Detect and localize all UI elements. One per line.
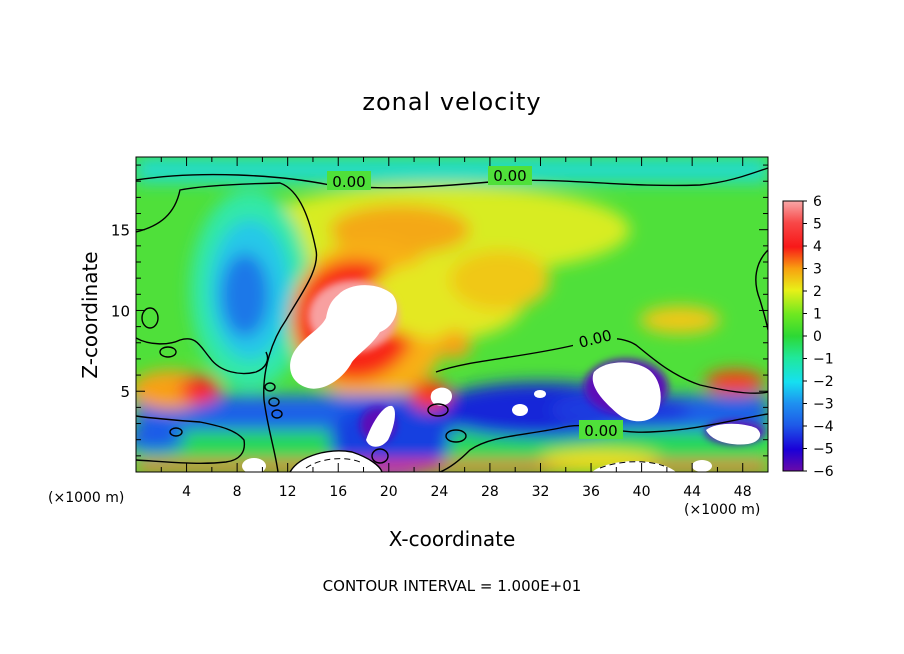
plot-frame bbox=[135, 156, 769, 473]
y-tick-label: 5 bbox=[120, 383, 130, 401]
y-tick-label: 15 bbox=[111, 222, 130, 240]
colorbar-tick-label: 4 bbox=[813, 239, 822, 255]
colorbar-tick-label: 6 bbox=[813, 194, 822, 210]
colorbar-tick-label: −2 bbox=[813, 374, 834, 390]
colorbar-tick-label: 3 bbox=[813, 262, 822, 278]
colorbar: 6 5 4 3 2 1 0 −1 −2 −3 −4 −5 −6 bbox=[782, 194, 834, 480]
x-tick-label: 48 bbox=[734, 484, 752, 500]
colorbar-tick-label: 2 bbox=[813, 284, 822, 300]
colorbar-ticks: 6 5 4 3 2 1 0 −1 −2 −3 −4 −5 −6 bbox=[803, 194, 834, 480]
colorbar-tick-label: 5 bbox=[813, 217, 822, 233]
colorbar-tick-label: 1 bbox=[813, 307, 822, 323]
colorbar-tick-label: −5 bbox=[813, 442, 834, 458]
heatmap-field bbox=[136, 157, 768, 472]
x-unit-label-left: (×1000 m) bbox=[48, 490, 125, 506]
x-tick-label: 28 bbox=[481, 484, 499, 500]
x-tick-label: 8 bbox=[233, 484, 242, 500]
contour-label-2: 0.00 bbox=[493, 167, 526, 185]
x-tick-label: 40 bbox=[633, 484, 651, 500]
contour-label-4: 0.00 bbox=[584, 422, 617, 440]
x-tick-label: 44 bbox=[683, 484, 701, 500]
x-axis-label: X-coordinate bbox=[388, 527, 516, 551]
x-tick-label: 20 bbox=[380, 484, 398, 500]
x-axis: 4 8 12 16 20 24 28 32 36 40 44 48 bbox=[160, 157, 752, 500]
colorbar-tick-label: −3 bbox=[813, 397, 834, 413]
colorbar-tick-label: −6 bbox=[813, 464, 834, 480]
x-tick-label: 24 bbox=[430, 484, 448, 500]
colorbar-tick-label: −4 bbox=[813, 419, 834, 435]
x-tick-label: 36 bbox=[582, 484, 600, 500]
y-axis: 5 10 15 bbox=[111, 164, 768, 457]
contour-labels: 0.00 0.00 0.00 0.00 bbox=[332, 167, 617, 440]
x-tick-label: 12 bbox=[279, 484, 297, 500]
y-tick-label: 10 bbox=[111, 302, 130, 320]
colorbar-tick-label: −1 bbox=[813, 352, 834, 368]
x-unit-label-right: (×1000 m) bbox=[684, 502, 761, 518]
colorbar-tick-label: 0 bbox=[813, 329, 822, 345]
contour-interval-note: CONTOUR INTERVAL = 1.000E+01 bbox=[322, 577, 582, 595]
x-tick-label: 32 bbox=[532, 484, 550, 500]
x-tick-label: 4 bbox=[182, 484, 191, 500]
colorbar-gradient bbox=[782, 200, 804, 472]
chart-title: zonal velocity bbox=[362, 88, 542, 116]
contour-label-1: 0.00 bbox=[332, 173, 365, 191]
y-axis-label: Z-coordinate bbox=[78, 251, 102, 379]
x-tick-label: 16 bbox=[329, 484, 347, 500]
